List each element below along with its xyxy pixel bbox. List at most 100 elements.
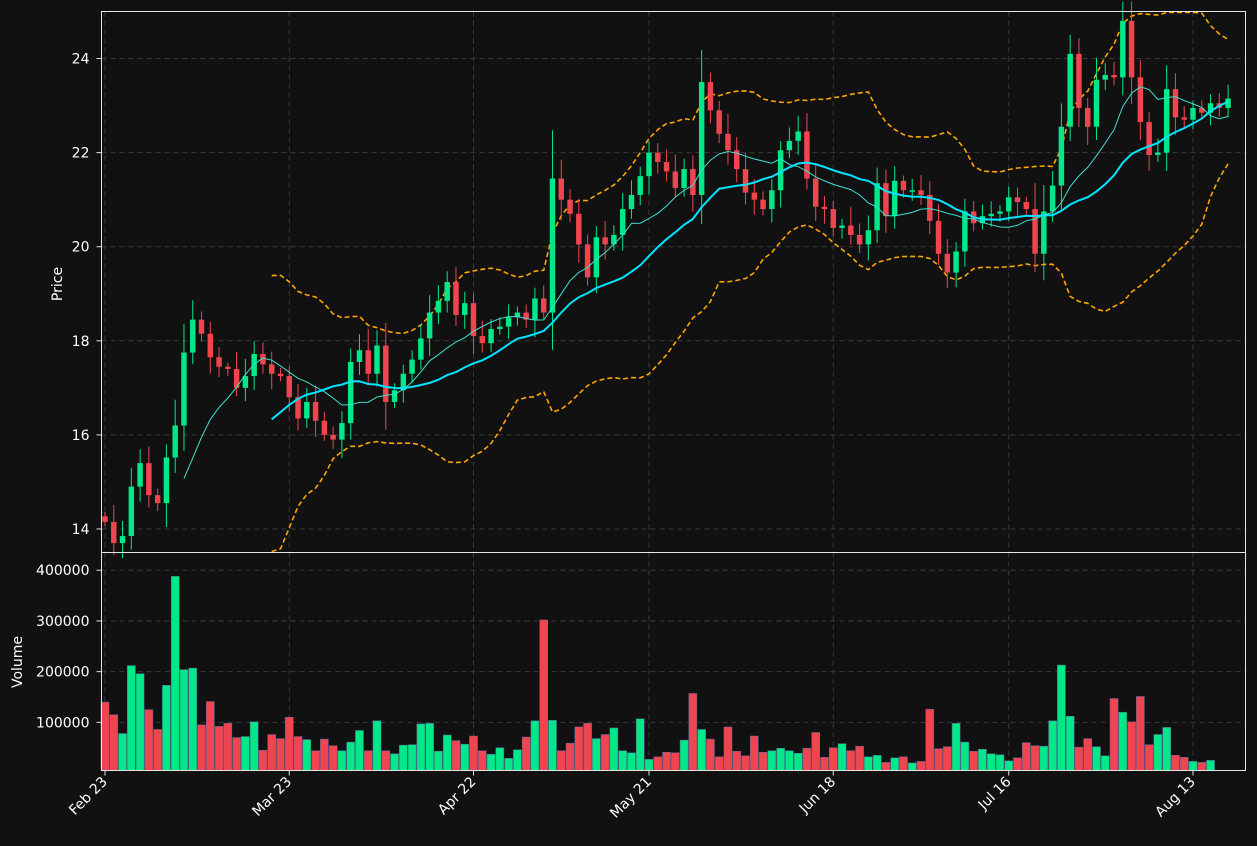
candle-body xyxy=(1049,185,1056,212)
candle-body xyxy=(295,397,301,419)
candle-body xyxy=(839,225,845,228)
candle-body xyxy=(532,298,538,320)
volume-bar xyxy=(170,576,180,771)
volume-tick-label: 100000 xyxy=(36,715,89,731)
candle-body xyxy=(742,169,749,193)
volume-bar xyxy=(635,718,645,771)
candle-body xyxy=(558,178,564,200)
candle-body xyxy=(909,190,915,192)
candle-body xyxy=(576,213,582,245)
volume-bar xyxy=(267,734,276,771)
candle-body xyxy=(900,180,907,191)
volume-bar xyxy=(1074,746,1084,771)
volume-bar xyxy=(1057,664,1066,771)
candle-body xyxy=(1163,89,1170,153)
volume-tick-label: 400000 xyxy=(36,563,89,579)
volume-bar xyxy=(969,750,978,771)
volume-bar xyxy=(355,730,364,771)
candle-body xyxy=(347,361,354,424)
candle-body xyxy=(137,463,143,487)
volume-bar xyxy=(1004,760,1014,771)
volume-bar xyxy=(442,734,452,771)
volume-bar xyxy=(723,726,733,771)
volume-bar xyxy=(688,693,698,771)
bollinger-lower-line xyxy=(271,163,1229,553)
volume-bar xyxy=(100,701,110,771)
candle-body xyxy=(891,180,898,217)
volume-bar xyxy=(881,762,891,771)
volume-bar xyxy=(1039,745,1049,771)
volume-bar xyxy=(1206,760,1215,771)
candle-body xyxy=(514,312,521,318)
candle-body xyxy=(663,162,670,172)
candle-body xyxy=(1067,53,1073,127)
volume-tick-label: 200000 xyxy=(36,665,89,681)
volume-bar xyxy=(802,747,812,771)
candle-body xyxy=(128,486,135,537)
candle-body xyxy=(190,319,196,353)
candle-body xyxy=(856,234,863,245)
volume-bar xyxy=(828,747,838,771)
candle-body xyxy=(672,171,679,188)
volume-bar xyxy=(750,735,759,771)
volume-bar xyxy=(399,744,408,771)
volume-bar xyxy=(793,753,803,771)
volume-bar xyxy=(776,747,785,771)
volume-bar xyxy=(118,733,127,771)
candle-body xyxy=(804,131,810,179)
candle-body xyxy=(786,140,793,151)
volume-bar xyxy=(469,735,478,771)
candle-body xyxy=(242,376,249,388)
candle-body xyxy=(462,303,468,315)
price-tick-label: 14 xyxy=(72,522,90,538)
volume-bar xyxy=(539,619,548,771)
volume-bar xyxy=(872,755,882,771)
candle-body xyxy=(646,152,652,177)
candle-body xyxy=(523,312,529,320)
volume-bar xyxy=(276,738,285,771)
volume-bar xyxy=(934,748,943,771)
candle-body xyxy=(119,536,126,544)
candle-body xyxy=(795,131,801,141)
volume-bar xyxy=(416,723,426,771)
candle-body xyxy=(426,312,433,339)
candle-body xyxy=(260,353,266,365)
candle-body xyxy=(1207,103,1214,113)
volume-axis-label: Volume xyxy=(10,636,26,688)
volume-tick-label: 300000 xyxy=(36,614,89,630)
volume-bar xyxy=(1144,744,1154,771)
volume-bar xyxy=(714,756,724,771)
candle-body xyxy=(251,353,257,377)
candle-body xyxy=(444,282,450,301)
candle-body xyxy=(1146,122,1152,155)
volume-bar xyxy=(1013,757,1022,771)
volume-bar xyxy=(302,739,312,771)
candle-body xyxy=(1102,75,1108,80)
volume-bar xyxy=(556,750,566,771)
volume-bar xyxy=(565,742,575,771)
volume-bar xyxy=(978,748,987,771)
volume-bar xyxy=(1100,755,1110,771)
candle-body xyxy=(383,345,389,402)
volume-bar xyxy=(767,750,777,771)
price-tick-label: 16 xyxy=(72,428,90,444)
candle-body xyxy=(339,423,345,440)
candle-body xyxy=(198,319,205,334)
candle-body xyxy=(918,190,924,195)
candle-body xyxy=(725,133,731,151)
volume-bar xyxy=(206,701,215,771)
candle-body xyxy=(111,521,117,544)
volume-bar xyxy=(1048,720,1057,771)
candle-body xyxy=(935,220,942,254)
sma-10-line xyxy=(183,86,1229,479)
volume-bar xyxy=(758,751,768,771)
candle-body xyxy=(488,329,494,344)
volume-bar xyxy=(478,750,487,771)
candle-body xyxy=(584,244,591,278)
candle-body xyxy=(567,199,573,214)
volume-bar xyxy=(627,752,636,771)
volume-bar xyxy=(320,738,329,771)
price-tick-label: 20 xyxy=(72,240,90,256)
candle-body xyxy=(268,364,275,374)
